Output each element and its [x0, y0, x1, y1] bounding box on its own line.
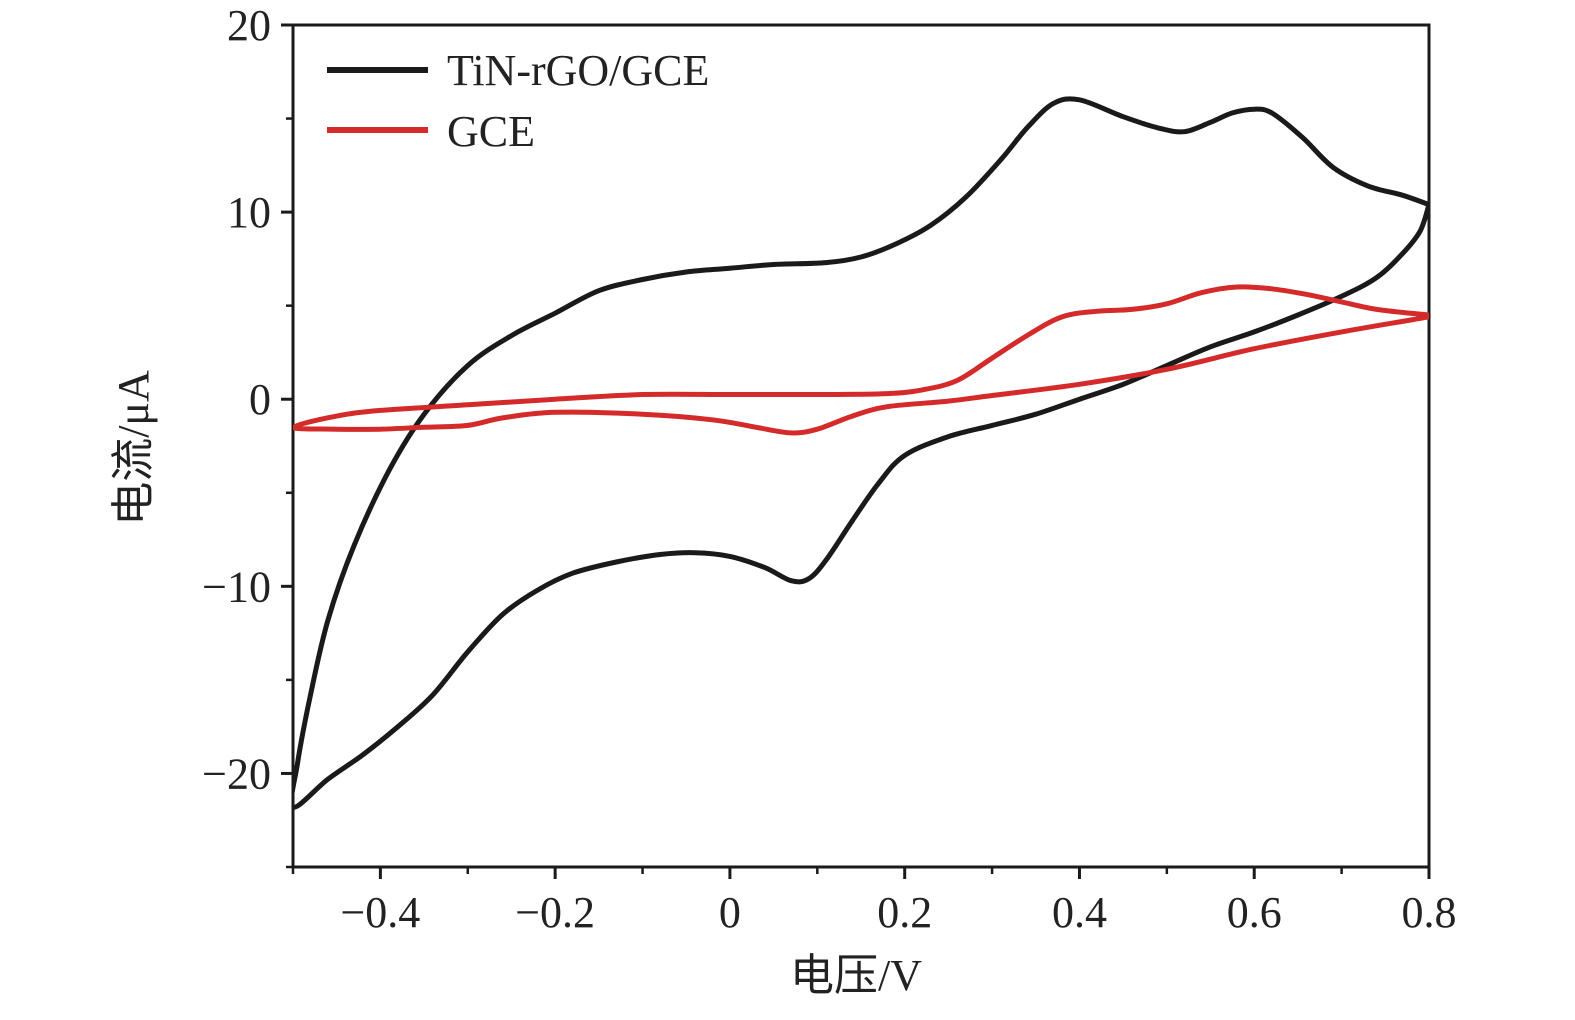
series-lines [293, 96, 1429, 810]
x-tick-label: 0.4 [1052, 888, 1107, 937]
y-axis-title: 电流/μA [109, 370, 158, 526]
series-line-gce [293, 284, 1429, 436]
x-tick-label: 0 [719, 888, 741, 937]
y-axis-tick-labels: −20 −10 0 10 20 [202, 1, 271, 798]
plot-frame [291, 23, 1431, 869]
y-axis-ticks [281, 23, 293, 869]
x-tick-label: 0.6 [1227, 888, 1282, 937]
x-tick-label: −0.4 [340, 888, 420, 937]
x-axis-tick-labels: −0.4 −0.2 0 0.2 0.4 0.6 0.8 [340, 888, 1456, 937]
x-tick-label: 0.2 [877, 888, 932, 937]
x-axis-ticks [291, 867, 1431, 879]
series-line-tin-rgo-gce [293, 96, 1429, 810]
y-tick-label: −20 [202, 749, 271, 798]
x-axis-title: 电压/V [790, 951, 922, 1000]
y-tick-label: 10 [227, 188, 271, 237]
y-tick-label: 0 [249, 375, 271, 424]
legend-label-tin-rgo-gce: TiN-rGO/GCE [447, 46, 709, 95]
legend-label-gce: GCE [447, 107, 535, 156]
y-tick-label: −10 [202, 562, 271, 611]
x-tick-label: −0.2 [515, 888, 595, 937]
legend: TiN-rGO/GCE GCE [327, 46, 709, 156]
x-tick-label: 0.8 [1402, 888, 1457, 937]
y-tick-label: 20 [227, 1, 271, 50]
